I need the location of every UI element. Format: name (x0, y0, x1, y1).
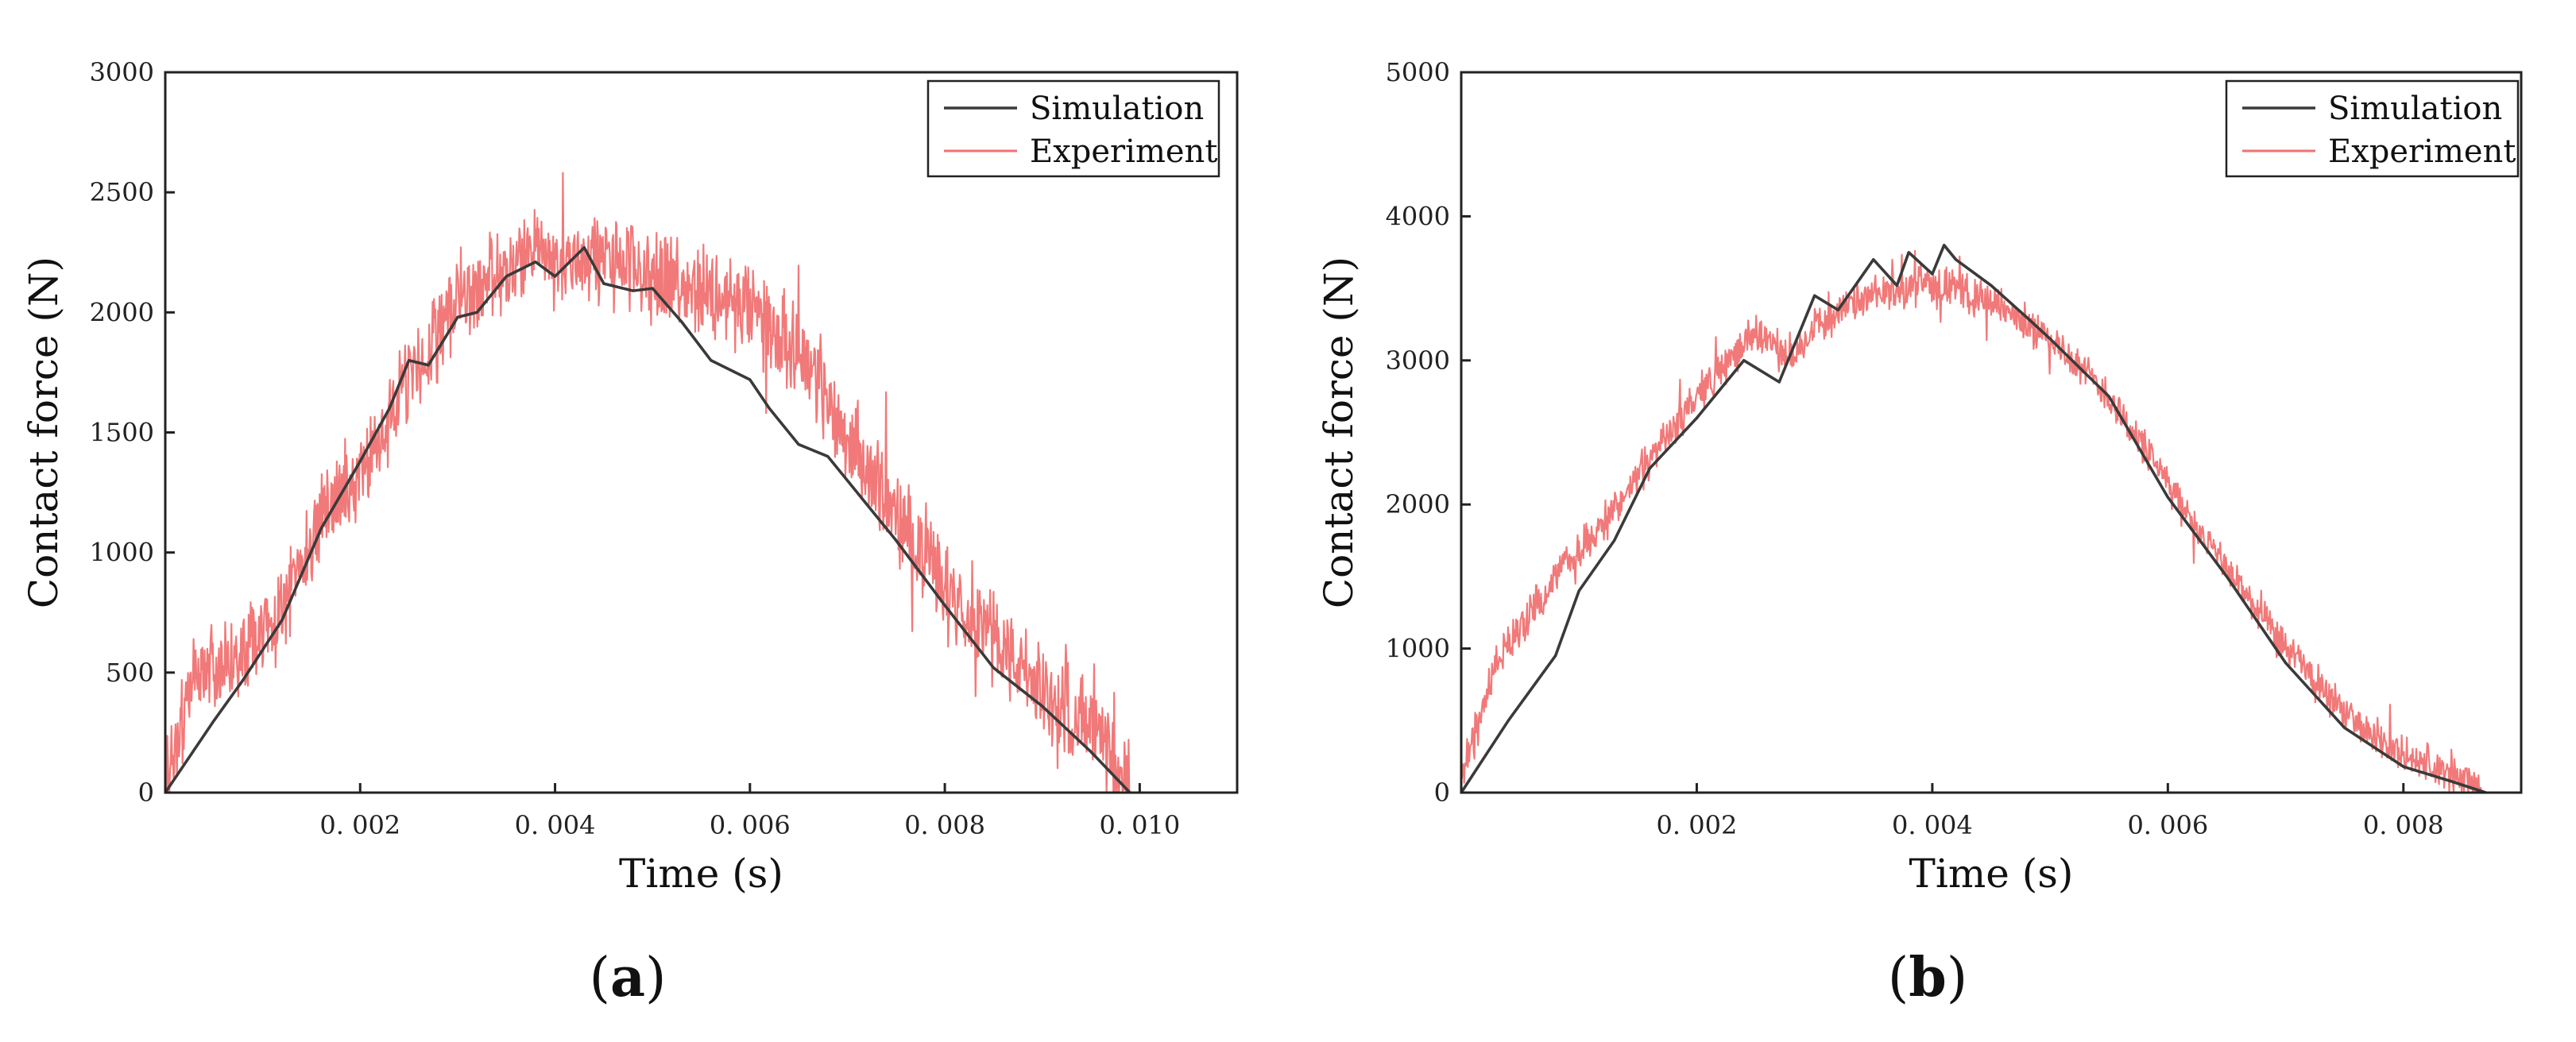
y-axis-title: Contact force (N) (21, 257, 67, 608)
legend-experiment-label: Experiment (1030, 133, 1217, 170)
x-axis-title: Time (s) (1909, 851, 2074, 897)
x-tick-label: 0. 002 (319, 810, 400, 840)
chart-a: 0 500 1000 1500 2000 2500 3000 0. 002 0. 004 0. 0… (21, 57, 1239, 1009)
y-tick-label: 3000 (90, 57, 154, 87)
plot-frame (1460, 71, 2523, 794)
y-tick-label: 4000 (1386, 201, 1450, 231)
y-tick-label: 1000 (1386, 634, 1450, 664)
legend: Simulation Experiment (926, 79, 1220, 178)
y-tick-label: 3000 (1386, 345, 1450, 376)
panel-label: (a) (589, 946, 666, 1009)
panel-label-close: ) (645, 947, 667, 1009)
legend-box (926, 79, 1220, 178)
x-tick-label: 0. 008 (904, 810, 985, 840)
x-tick-label: 0. 008 (2363, 810, 2444, 840)
panel-label-open: ( (589, 947, 610, 1009)
panel-label: (b) (1888, 946, 1968, 1009)
experiment-series-line (1460, 249, 2486, 794)
y-tick-label: 0 (138, 778, 154, 808)
experiment-series-line (164, 172, 1131, 794)
x-tick-label: 0. 004 (1892, 810, 1973, 840)
legend-box (2225, 79, 2520, 178)
y-tick-label: 2500 (90, 177, 154, 207)
x-tick-label: 0. 006 (2127, 810, 2208, 840)
simulation-series-line (1460, 243, 2487, 794)
y-tick-label: 2000 (90, 297, 154, 327)
panel-label-close: ) (1947, 947, 1968, 1009)
x-axis-title: Time (s) (619, 851, 783, 897)
simulation-series-line (164, 245, 1131, 794)
y-axis-title: Contact force (N) (1316, 257, 1362, 608)
panel-label-letter: b (1909, 946, 1947, 1009)
y-tick-label: 5000 (1386, 57, 1450, 87)
y-tick-label: 1000 (90, 538, 154, 568)
y-tick-label: 2000 (1386, 489, 1450, 519)
plot-frame (164, 71, 1239, 794)
x-tick-label: 0. 002 (1657, 810, 1738, 840)
legend: Simulation Experiment (2225, 79, 2520, 178)
x-tick-label: 0. 004 (515, 810, 596, 840)
panel-label-letter: a (610, 946, 645, 1009)
y-tick-label: 1500 (90, 418, 154, 448)
x-tick-label: 0. 010 (1099, 810, 1180, 840)
y-tick-label: 500 (106, 658, 154, 688)
x-tick-label: 0. 006 (710, 810, 791, 840)
legend-simulation-label: Simulation (1030, 91, 1204, 127)
y-tick-label: 0 (1434, 778, 1450, 808)
legend-simulation-label: Simulation (2328, 91, 2502, 127)
panel-label-open: ( (1888, 947, 1909, 1009)
chart-b: 0 1000 2000 3000 4000 5000 0. 002 0. 004 0. 006 0… (1316, 57, 2523, 1009)
legend-experiment-label: Experiment (2328, 133, 2516, 170)
